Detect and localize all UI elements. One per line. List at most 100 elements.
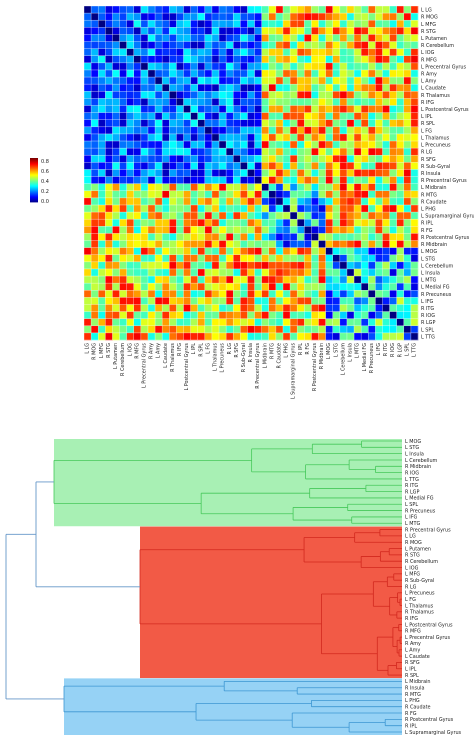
heatmap-cell: [204, 105, 213, 113]
heatmap-cell: [247, 119, 255, 128]
heatmap-cell: [162, 219, 170, 227]
heatmap-cell: [354, 204, 362, 213]
heatmap-cell: [147, 119, 156, 128]
heatmap-cell: [91, 304, 99, 312]
heatmap-cell: [368, 176, 376, 184]
heatmap-cell: [176, 62, 184, 71]
heatmap-cell: [275, 169, 284, 177]
heatmap-cell: [247, 13, 255, 21]
heatmap-cell: [247, 77, 255, 85]
heatmap-cell: [410, 212, 419, 220]
heatmap-cell: [176, 304, 184, 312]
heatmap-cell: [339, 254, 348, 263]
heatmap-cell: [389, 304, 397, 312]
heatmap-cell: [190, 240, 199, 248]
heatmap-cell: [396, 212, 405, 220]
heatmap-column-label: R MOG: [92, 343, 98, 360]
dendrogram-leaf-label: L SPL: [405, 502, 418, 508]
heatmap-cell: [382, 20, 390, 28]
heatmap-cell: [396, 311, 405, 319]
heatmap-cell: [119, 226, 127, 234]
heatmap-cell: [261, 126, 270, 135]
heatmap-cell: [304, 6, 312, 14]
heatmap-cell: [282, 91, 291, 99]
heatmap-cell: [183, 190, 191, 199]
heatmap-cell: [410, 240, 419, 248]
heatmap-cell: [183, 233, 191, 241]
heatmap-cell: [197, 105, 206, 113]
heatmap-cell: [346, 268, 355, 277]
heatmap-cell: [147, 112, 156, 121]
heatmap-cell: [112, 204, 120, 213]
heatmap-cell: [119, 304, 127, 312]
heatmap-cell: [91, 148, 99, 156]
heatmap-cell: [140, 226, 149, 234]
heatmap-cell: [403, 240, 412, 248]
heatmap-cell: [311, 41, 319, 49]
heatmap-cell: [332, 133, 341, 142]
heatmap-cell: [346, 219, 355, 227]
heatmap-cell: [318, 190, 326, 199]
heatmap-cell: [261, 247, 270, 256]
heatmap-cell: [368, 311, 376, 319]
heatmap-cell: [318, 290, 326, 298]
heatmap-cell: [105, 98, 113, 106]
heatmap-cell: [226, 69, 234, 78]
heatmap-cell: [98, 233, 106, 241]
heatmap-cell: [361, 297, 369, 305]
heatmap-cell: [91, 84, 99, 92]
heatmap-cell: [339, 268, 348, 277]
heatmap-cell: [133, 247, 142, 256]
heatmap-cell: [375, 297, 383, 305]
heatmap-cell: [169, 148, 177, 156]
heatmap-cell: [190, 219, 199, 227]
heatmap-cell: [297, 169, 305, 177]
heatmap-cell: [261, 297, 270, 305]
heatmap-row-label: L SPL: [421, 327, 434, 333]
heatmap-cell: [126, 254, 135, 263]
heatmap-cell: [382, 77, 390, 85]
heatmap-cell: [361, 119, 369, 128]
heatmap-cell: [332, 112, 341, 121]
heatmap-cell: [147, 169, 156, 177]
heatmap-cell: [261, 219, 270, 227]
heatmap-column-label: L Postcentral Gyrus: [184, 343, 190, 391]
heatmap-cell: [311, 204, 319, 213]
heatmap-cell: [275, 240, 284, 248]
heatmap-cell: [197, 84, 206, 92]
heatmap-cell: [119, 55, 127, 64]
heatmap-cell: [268, 119, 277, 128]
dendrogram-leaf-label: L IPL: [405, 667, 417, 673]
heatmap-cell: [339, 233, 348, 241]
heatmap-cell: [261, 233, 270, 241]
heatmap-cell: [311, 261, 319, 270]
heatmap-cell: [332, 119, 341, 128]
heatmap-cell: [368, 105, 376, 113]
heatmap-cell: [268, 34, 277, 42]
heatmap-cell: [240, 169, 248, 177]
heatmap-cell: [346, 297, 355, 305]
heatmap-cell: [105, 318, 113, 327]
heatmap-cell: [282, 112, 291, 121]
heatmap-cell: [190, 119, 199, 128]
heatmap-cell: [325, 98, 334, 106]
heatmap-cell: [247, 91, 255, 99]
heatmap-cell: [183, 69, 191, 78]
dendrogram-leaf-label: R Sub-Gyral: [405, 578, 434, 584]
heatmap-row-label: R MFG: [421, 57, 437, 63]
heatmap-cell: [240, 204, 248, 213]
heatmap-cell: [261, 204, 270, 213]
heatmap-cell: [133, 219, 142, 227]
heatmap-cell: [389, 98, 397, 106]
heatmap-cell: [105, 240, 113, 248]
heatmap-cell: [155, 290, 163, 298]
heatmap-cell: [133, 240, 142, 248]
heatmap-cell: [254, 311, 262, 319]
heatmap-cell: [339, 169, 348, 177]
heatmap-cell: [126, 41, 135, 49]
heatmap-cell: [297, 204, 305, 213]
heatmap-cell: [297, 212, 305, 220]
heatmap-cell: [368, 112, 376, 121]
heatmap-cell: [176, 141, 184, 149]
heatmap-cell: [261, 311, 270, 319]
